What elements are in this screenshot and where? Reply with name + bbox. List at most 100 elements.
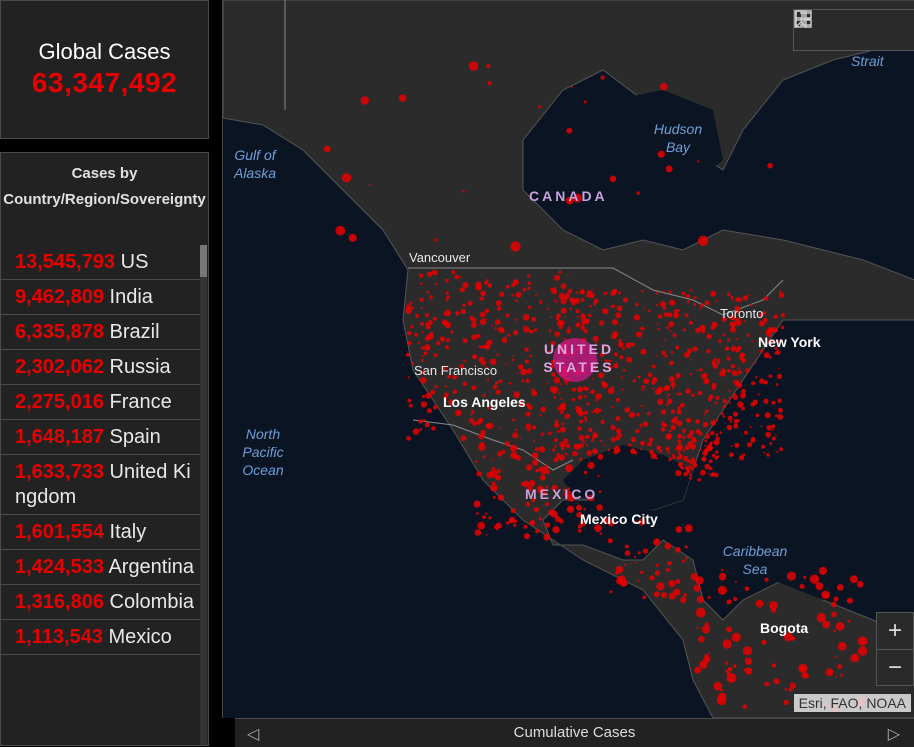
case-dot[interactable] [612,319,618,325]
case-dot[interactable] [552,389,557,394]
case-dot[interactable] [522,480,530,488]
case-dot[interactable] [759,378,765,385]
case-dot[interactable] [484,282,487,285]
case-dot[interactable] [762,321,766,325]
case-dot[interactable] [747,294,750,297]
case-dot[interactable] [583,507,586,511]
case-dot[interactable] [741,456,744,459]
case-dot[interactable] [677,462,683,467]
case-dot[interactable] [573,193,582,203]
case-dot[interactable] [818,566,828,576]
case-dot[interactable] [538,517,542,521]
case-dot[interactable] [486,339,493,346]
case-dot[interactable] [849,575,858,584]
case-dot[interactable] [584,434,589,439]
case-dot[interactable] [696,595,704,604]
case-dot[interactable] [578,443,583,447]
case-dot[interactable] [764,412,771,419]
case-dot[interactable] [566,127,573,134]
case-dot[interactable] [546,382,548,385]
case-dot[interactable] [429,295,433,299]
case-dot[interactable] [697,478,701,482]
country-row[interactable]: 9,462,809 India [1,280,201,315]
case-dot[interactable] [777,398,782,404]
case-dot[interactable] [554,445,557,448]
case-dot[interactable] [551,484,558,491]
case-dot[interactable] [686,300,690,304]
case-dot[interactable] [460,308,466,315]
case-dot[interactable] [482,455,486,459]
case-dot[interactable] [561,447,565,451]
case-dot[interactable] [534,507,539,513]
case-dot[interactable] [754,362,757,365]
case-dot[interactable] [779,447,784,452]
case-dot[interactable] [789,682,797,689]
case-dot[interactable] [420,322,424,326]
case-dot[interactable] [531,316,537,322]
case-dot[interactable] [581,322,585,326]
case-dot[interactable] [451,270,456,274]
case-dot[interactable] [642,595,647,600]
case-dot[interactable] [554,274,561,281]
case-dot[interactable] [603,291,608,296]
case-dot[interactable] [704,300,710,306]
case-dot[interactable] [496,306,502,311]
case-dot[interactable] [426,408,432,414]
case-dot[interactable] [675,470,682,477]
case-dot[interactable] [682,559,686,563]
case-dot[interactable] [445,291,449,295]
case-dot[interactable] [515,428,518,432]
case-dot[interactable] [467,300,473,306]
case-dot[interactable] [559,441,566,448]
case-dot[interactable] [425,313,430,318]
case-dot[interactable] [738,367,741,370]
case-dot[interactable] [613,352,619,357]
next-arrow-icon[interactable]: ▷ [887,726,900,743]
case-dot[interactable] [764,296,769,301]
case-dot[interactable] [609,175,617,183]
case-dot[interactable] [551,289,558,295]
case-dot[interactable] [671,360,674,364]
case-dot[interactable] [599,409,602,412]
case-dot[interactable] [600,75,605,80]
case-dot[interactable] [571,86,573,89]
case-dot[interactable] [755,413,760,418]
case-dot[interactable] [732,664,737,668]
case-dot[interactable] [406,435,411,441]
case-dot[interactable] [750,303,753,307]
case-dot[interactable] [527,486,533,492]
case-dot[interactable] [740,392,746,399]
case-dot[interactable] [597,474,600,478]
case-dot[interactable] [750,437,756,443]
case-dot[interactable] [513,523,517,528]
case-dot[interactable] [653,538,661,546]
case-dot[interactable] [498,426,501,429]
case-dot[interactable] [833,629,836,633]
case-dot[interactable] [723,370,726,373]
case-dot[interactable] [630,448,636,455]
case-dot[interactable] [528,480,536,487]
case-dot[interactable] [515,455,521,461]
case-dot[interactable] [584,329,588,334]
case-dot[interactable] [421,358,424,362]
case-dot[interactable] [520,368,528,376]
case-dot[interactable] [598,490,602,493]
case-dot[interactable] [571,398,576,402]
case-dot[interactable] [435,282,438,286]
case-dot[interactable] [432,405,438,410]
case-dot[interactable] [559,410,564,415]
case-dot[interactable] [459,364,464,369]
case-dot[interactable] [638,518,646,526]
case-dot[interactable] [498,379,503,383]
case-dot[interactable] [750,402,755,407]
case-dot[interactable] [564,295,569,300]
case-dot[interactable] [771,400,776,405]
case-dot[interactable] [677,406,681,410]
case-dot[interactable] [704,433,710,439]
case-dot[interactable] [613,363,618,369]
case-dot[interactable] [659,449,663,453]
case-dot[interactable] [675,526,683,533]
case-dot[interactable] [720,688,724,692]
case-dot[interactable] [711,322,718,328]
case-dot[interactable] [721,316,727,322]
